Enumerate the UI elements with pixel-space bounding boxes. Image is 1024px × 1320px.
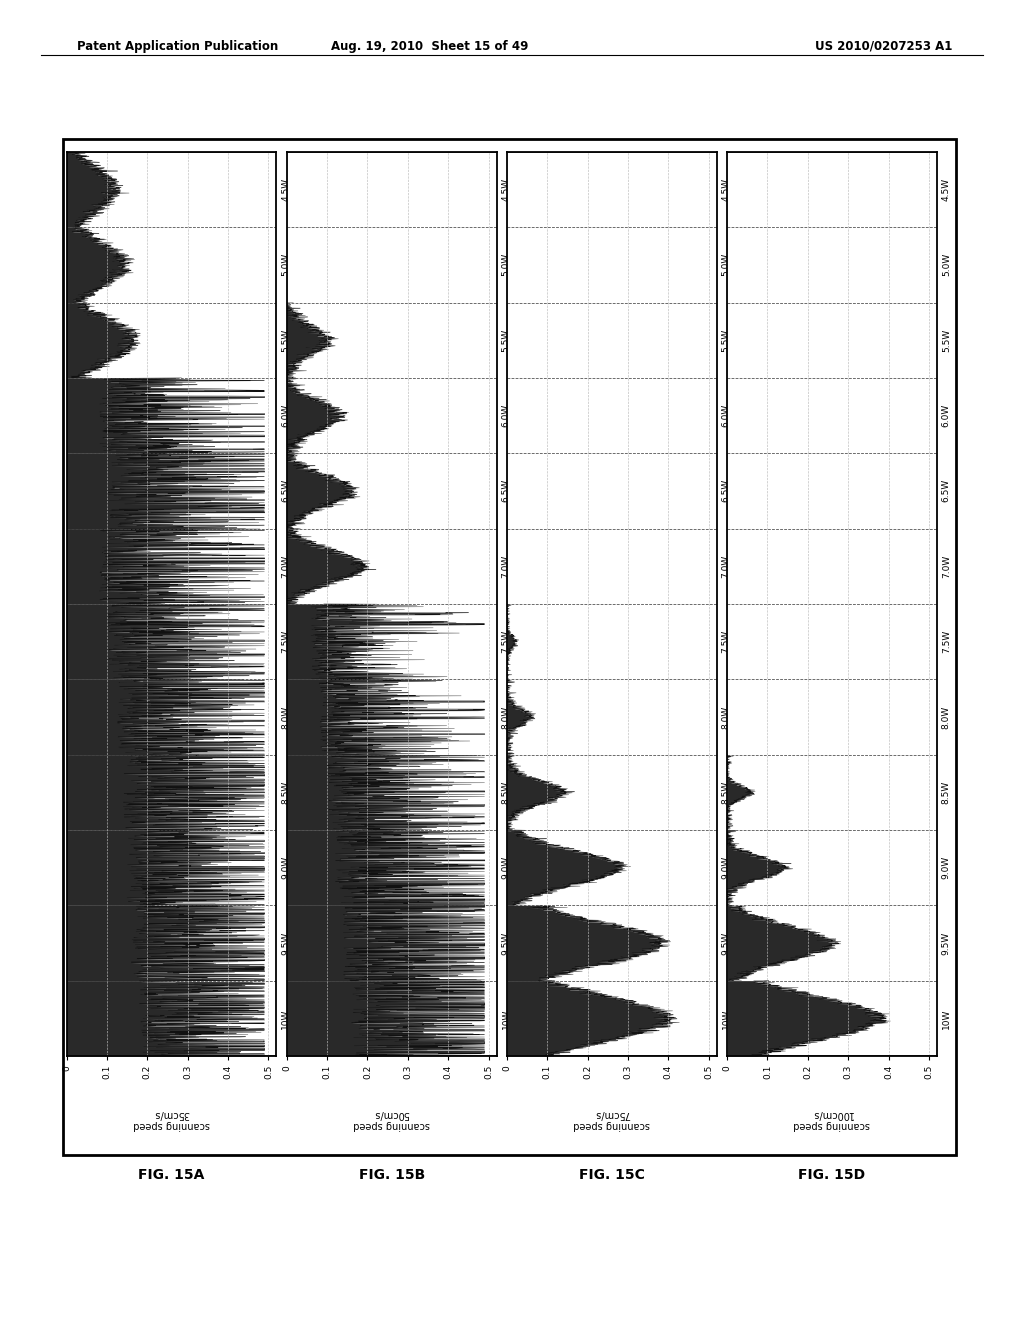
Text: scanning speed
50cm/s: scanning speed 50cm/s <box>353 1109 430 1130</box>
Text: scanning speed
100cm/s: scanning speed 100cm/s <box>794 1109 870 1130</box>
Text: FIG. 15B: FIG. 15B <box>358 1168 425 1183</box>
Text: scanning speed
35cm/s: scanning speed 35cm/s <box>133 1109 210 1130</box>
Text: Patent Application Publication: Patent Application Publication <box>77 40 279 53</box>
Text: US 2010/0207253 A1: US 2010/0207253 A1 <box>815 40 952 53</box>
Text: FIG. 15C: FIG. 15C <box>579 1168 645 1183</box>
Text: FIG. 15A: FIG. 15A <box>138 1168 205 1183</box>
Text: Aug. 19, 2010  Sheet 15 of 49: Aug. 19, 2010 Sheet 15 of 49 <box>332 40 528 53</box>
Text: FIG. 15D: FIG. 15D <box>799 1168 865 1183</box>
Text: scanning speed
75cm/s: scanning speed 75cm/s <box>573 1109 650 1130</box>
